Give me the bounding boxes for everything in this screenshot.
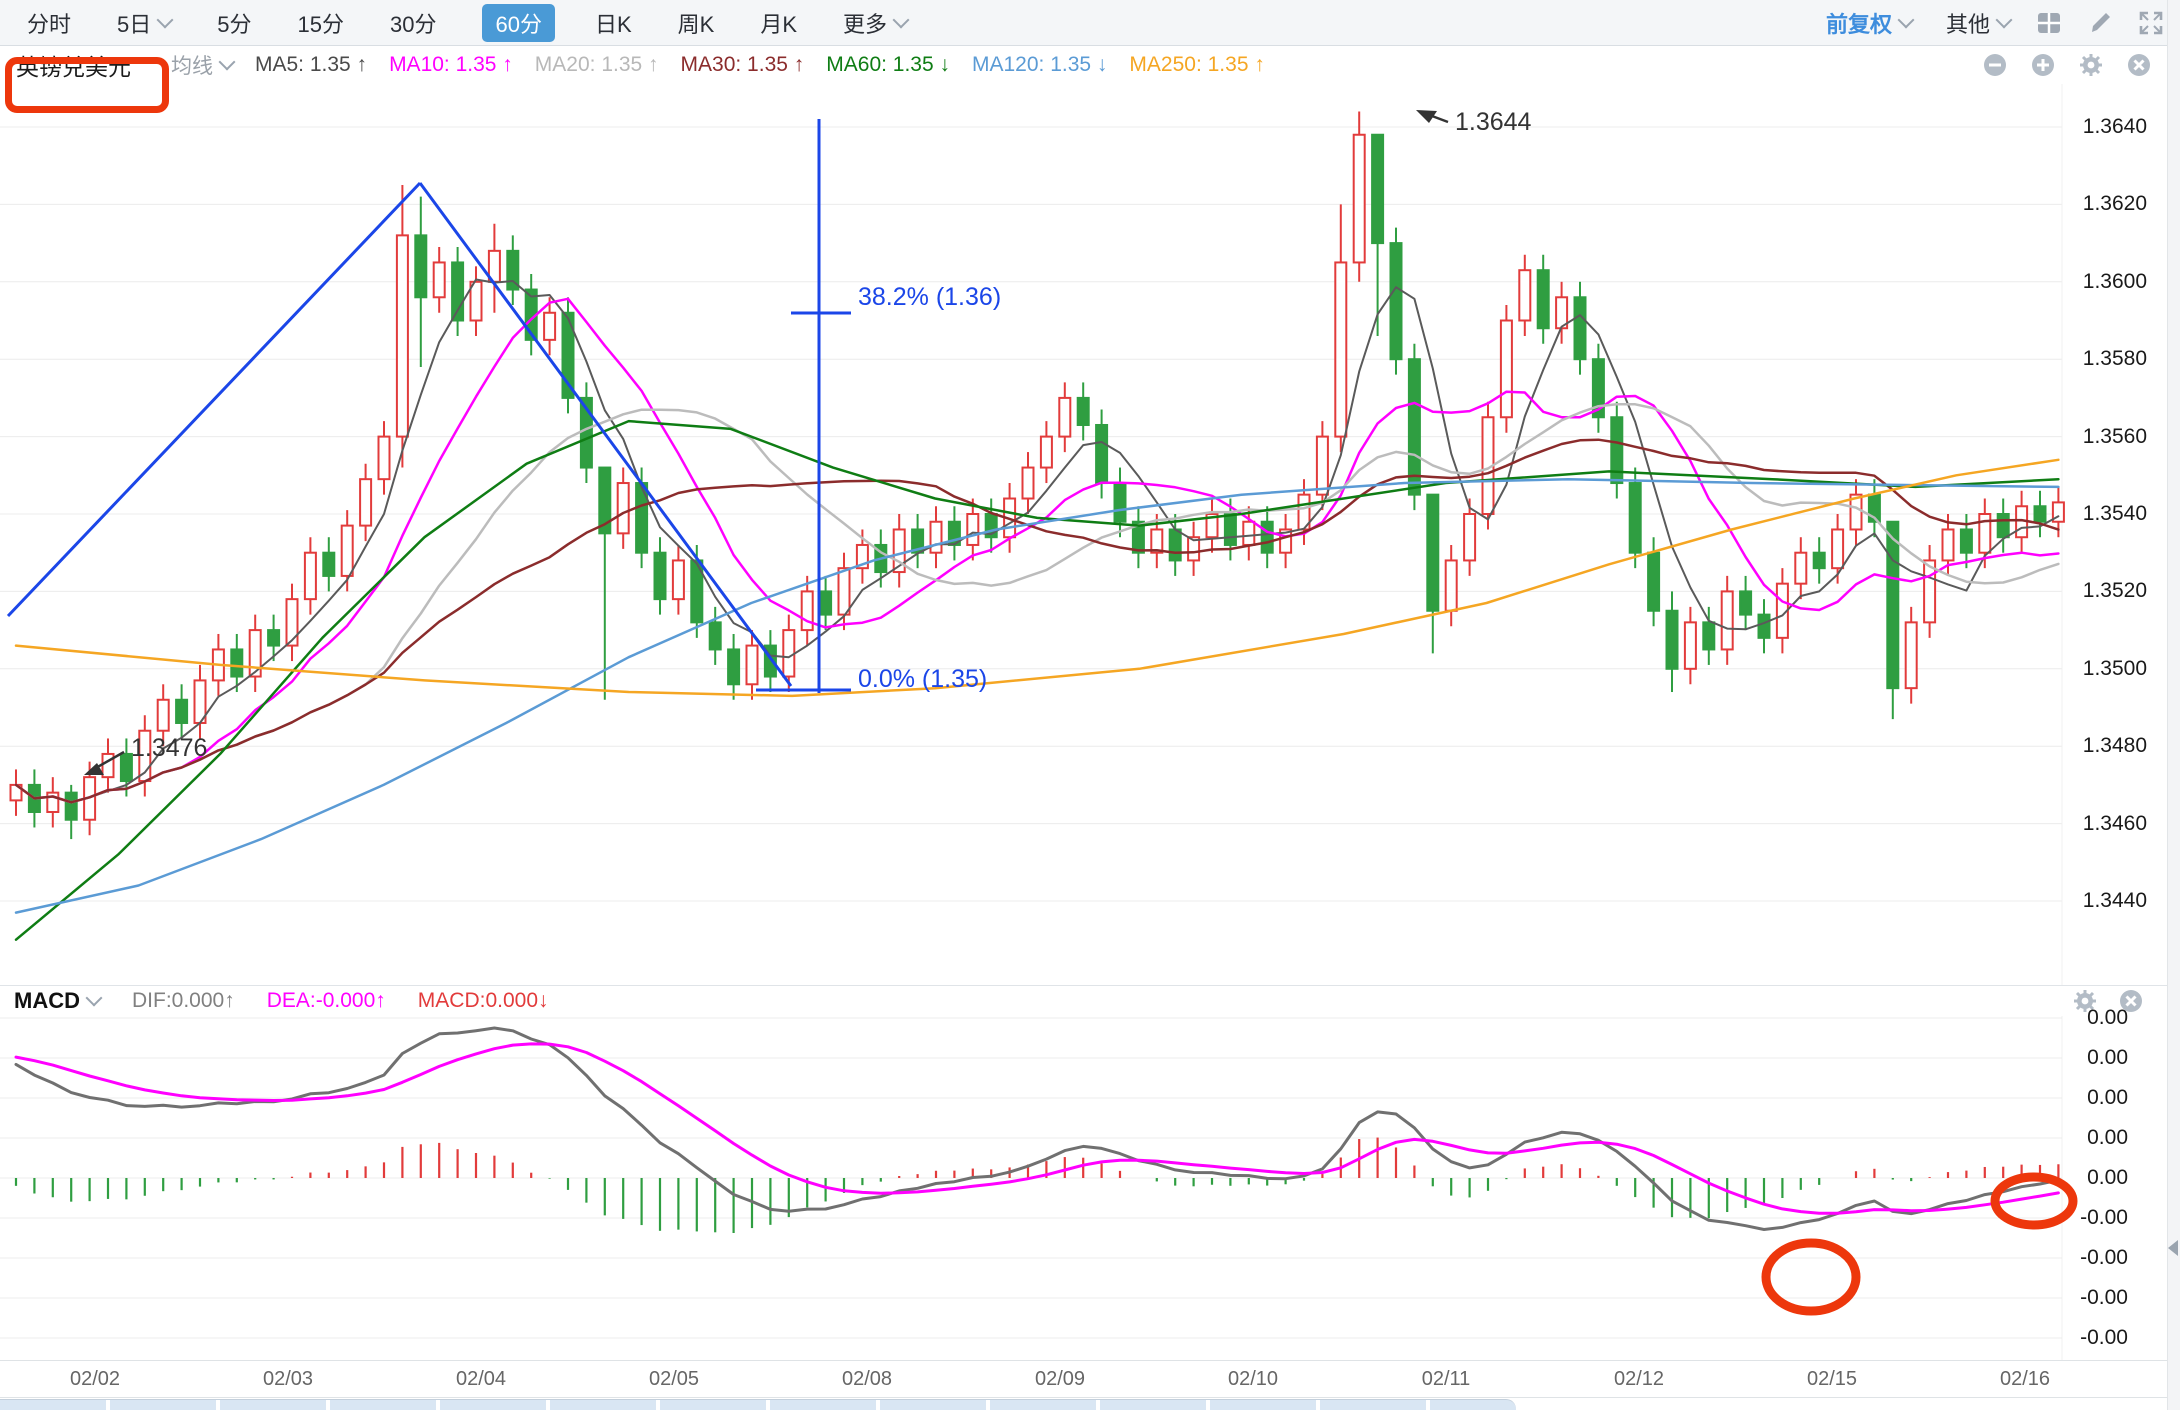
ma-selector-dropdown[interactable]: 均线 bbox=[171, 50, 236, 80]
gear-icon[interactable] bbox=[2072, 988, 2098, 1014]
price-axis-label: 1.3560 bbox=[2082, 424, 2147, 448]
tab-5日[interactable]: 5日 bbox=[117, 7, 174, 39]
price-axis-label: 1.3440 bbox=[2082, 889, 2147, 912]
tab-label: 5分 bbox=[217, 11, 252, 37]
tab-label: 周K bbox=[677, 11, 715, 37]
macd-axis-label: -0.00 bbox=[2080, 1326, 2128, 1349]
price-axis-label: 1.3480 bbox=[2082, 734, 2147, 758]
macd-axis-label: 0.00 bbox=[2087, 1086, 2128, 1109]
macd-axis-label: 0.00 bbox=[2087, 1166, 2128, 1189]
x-axis-label: 02/09 bbox=[1034, 1368, 1086, 1390]
macd-header: MACD DIF:0.000↑ DEA:-0.000↑ MACD:0.000↓ bbox=[0, 985, 2180, 1016]
price-axis-label: 1.3640 bbox=[2082, 115, 2147, 138]
period-tabs: 分时 5日 5分 15分 30分 60分 日K 周K 月K 更多 bbox=[0, 3, 953, 42]
macd-value: MACD:0.000↓ bbox=[417, 989, 549, 1012]
macd-values: DIF:0.000↑ DEA:-0.000↑ MACD:0.000↓ bbox=[100, 989, 549, 1013]
ma-legend-item: MA5: 1.35 ↑ bbox=[255, 53, 368, 76]
fullscreen-icon[interactable] bbox=[2138, 10, 2164, 36]
tab-日K[interactable]: 日K bbox=[595, 7, 632, 39]
price-axis-label: 1.3500 bbox=[2082, 656, 2147, 680]
tab-30分[interactable]: 30分 bbox=[390, 7, 436, 39]
toolbar-right: 前复权 其他 bbox=[1792, 7, 2180, 39]
legend-icons bbox=[1960, 52, 2180, 78]
x-axis-label: 02/12 bbox=[1613, 1368, 1665, 1390]
macd-indicator-dropdown[interactable]: MACD bbox=[14, 988, 103, 1014]
dropdown-label: 其他 bbox=[1945, 11, 1990, 37]
x-axis-label: 02/04 bbox=[455, 1368, 507, 1390]
dropdown-label: 前复权 bbox=[1825, 11, 1892, 37]
price-callout: 1.3644 bbox=[1455, 108, 1532, 136]
legend-row: 英镑兑美元 均线 MA5: 1.35 ↑ MA10: 1.35 ↑ MA20: 1.… bbox=[0, 46, 2180, 84]
bottom-minimized-bar[interactable] bbox=[0, 1399, 1516, 1410]
top-toolbar: 分时 5日 5分 15分 30分 60分 日K 周K 月K 更多 前复权 其他 bbox=[0, 0, 2180, 46]
x-axis-label: 02/11 bbox=[1421, 1368, 1471, 1390]
price-axis-label: 1.3620 bbox=[2082, 192, 2147, 216]
macd-axis-label: 0.00 bbox=[2087, 1046, 2128, 1069]
ma-legend-item: MA10: 1.35 ↑ bbox=[389, 53, 513, 76]
tab-label: 月K bbox=[760, 11, 798, 37]
macd-icons bbox=[2052, 988, 2180, 1014]
tab-60分[interactable]: 60分 bbox=[482, 3, 555, 42]
price-axis-label: 1.3600 bbox=[2082, 269, 2147, 293]
ma-legend-item: MA60: 1.35 ↓ bbox=[826, 53, 950, 76]
ma-legend-item: MA250: 1.35 ↑ bbox=[1129, 53, 1265, 76]
scroll-left-arrow-icon[interactable] bbox=[2168, 1240, 2178, 1256]
minus-circle-icon[interactable] bbox=[1982, 52, 2008, 78]
x-axis-label: 02/03 bbox=[262, 1368, 314, 1390]
price-axis-label: 1.3520 bbox=[2082, 579, 2147, 603]
fib-label: 38.2% (1.36) bbox=[858, 283, 1001, 311]
x-axis-label: 02/15 bbox=[1806, 1368, 1858, 1390]
x-axis-label: 02/10 bbox=[1227, 1368, 1279, 1390]
tab-周K[interactable]: 周K bbox=[678, 7, 715, 39]
macd-value: DIF:0.000↑ bbox=[132, 989, 235, 1012]
price-callout: 1.3476 bbox=[131, 734, 207, 762]
x-axis-row bbox=[0, 1360, 2180, 1398]
x-axis-label: 02/16 bbox=[1999, 1368, 2051, 1390]
macd-axis-label: -0.00 bbox=[2080, 1246, 2128, 1269]
tab-分时[interactable]: 分时 bbox=[27, 7, 71, 39]
tab-label: 更多 bbox=[843, 11, 888, 37]
price-axis-label: 1.3580 bbox=[2082, 347, 2147, 371]
gear-icon[interactable] bbox=[2078, 52, 2104, 78]
x-axis-label: 02/08 bbox=[841, 1368, 893, 1390]
dropdown-其他[interactable]: 其他 bbox=[1945, 7, 2013, 39]
brush-icon[interactable] bbox=[2088, 11, 2112, 35]
x-axis-label: 02/02 bbox=[69, 1368, 121, 1390]
x-axis-label: 02/05 bbox=[648, 1368, 700, 1390]
tab-15分[interactable]: 15分 bbox=[298, 7, 344, 39]
tab-label: 日K bbox=[594, 11, 632, 37]
tab-label: 5日 bbox=[117, 11, 152, 37]
ma-legend-item: MA30: 1.35 ↑ bbox=[680, 53, 805, 76]
macd-axis-label: 0.00 bbox=[2087, 1126, 2128, 1149]
ma-legend-item: MA20: 1.35 ↑ bbox=[534, 53, 659, 76]
tab-label: 30分 bbox=[390, 11, 437, 37]
macd-axis-label: -0.00 bbox=[2080, 1206, 2128, 1229]
grid-icon[interactable] bbox=[2036, 10, 2062, 36]
macd-axis-label: -0.00 bbox=[2080, 1286, 2128, 1309]
fib-label: 0.0% (1.35) bbox=[858, 665, 987, 693]
tab-更多[interactable]: 更多 bbox=[843, 7, 910, 39]
tab-label: 60分 bbox=[495, 11, 542, 37]
dropdown-前复权[interactable]: 前复权 bbox=[1825, 7, 1915, 39]
macd-axis-label: 0.00 bbox=[2087, 1006, 2128, 1029]
price-axis-label: 1.3540 bbox=[2082, 502, 2147, 525]
right-scrollbar[interactable] bbox=[2167, 0, 2180, 1410]
ma-legend-item: MA120: 1.35 ↓ bbox=[972, 53, 1108, 76]
ma-selector-label: 均线 bbox=[171, 55, 213, 78]
price-axis-label: 1.3460 bbox=[2082, 811, 2147, 835]
tab-月K[interactable]: 月K bbox=[760, 7, 797, 39]
ma-legend: MA5: 1.35 ↑ MA10: 1.35 ↑ MA20: 1.35 ↑ MA30:… bbox=[233, 53, 1265, 77]
macd-value: DEA:-0.000↑ bbox=[266, 989, 386, 1012]
plus-circle-icon[interactable] bbox=[2030, 52, 2056, 78]
tab-5分[interactable]: 5分 bbox=[217, 7, 251, 39]
tab-label: 15分 bbox=[297, 11, 344, 37]
tab-label: 分时 bbox=[27, 11, 72, 37]
close-circle-icon[interactable] bbox=[2126, 52, 2152, 78]
macd-title-label: MACD bbox=[14, 988, 80, 1013]
close-circle-icon[interactable] bbox=[2118, 988, 2144, 1014]
